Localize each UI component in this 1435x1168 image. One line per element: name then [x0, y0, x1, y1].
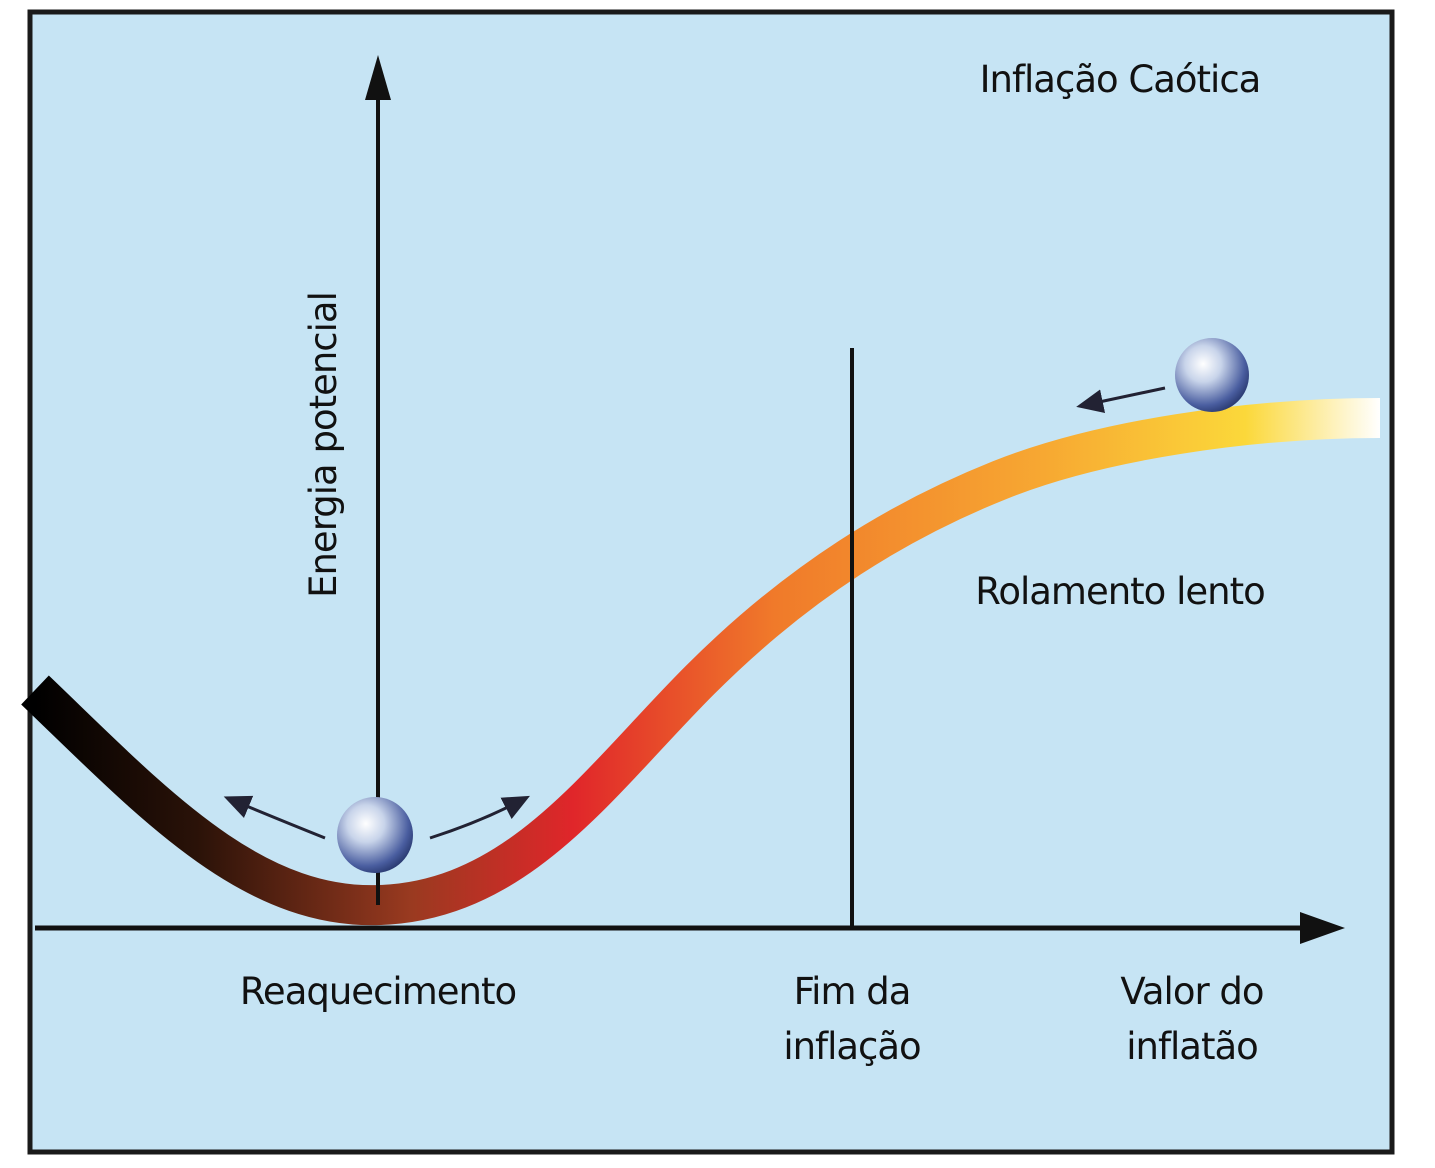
y-axis-arrow	[365, 55, 391, 100]
x-label: Fim da	[794, 970, 911, 1013]
y-axis-label: Energia potencial	[302, 292, 345, 598]
frame	[27, 9, 1395, 1155]
arrow-roll	[1076, 386, 1166, 413]
x-label: inflatão	[1126, 1025, 1258, 1068]
potential-curve	[21, 398, 1381, 926]
ball-slow-roll	[1175, 338, 1249, 412]
x-axis-arrow	[1300, 912, 1345, 944]
x-label: inflação	[783, 1025, 920, 1068]
ball-reheating	[337, 797, 413, 873]
x-label: Reaquecimento	[240, 970, 516, 1013]
arrow-left	[223, 795, 326, 840]
title: Inflação Caótica	[980, 58, 1261, 101]
x-label: Valor do	[1120, 970, 1263, 1013]
arrow-right	[429, 795, 530, 840]
annotation: Rolamento lento	[975, 570, 1264, 613]
